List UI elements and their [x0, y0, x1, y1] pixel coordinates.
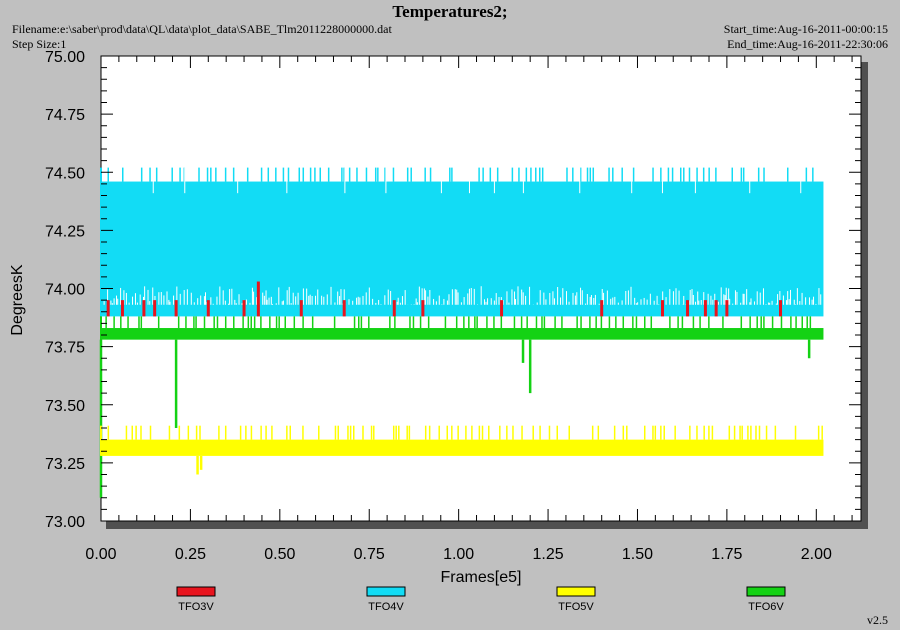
legend-swatch-tfo5v — [556, 586, 596, 597]
y-tick-label: 74.75 — [45, 107, 85, 124]
tfo4v-band — [101, 181, 824, 317]
legend-swatch-tfo3v — [176, 586, 216, 597]
x-tick-label: 2.00 — [801, 546, 832, 563]
filename-label: Filename:e:\saber\prod\data\QL\data\plot… — [12, 22, 392, 36]
x-tick-label: 1.75 — [711, 546, 742, 563]
legend: TFO3V TFO4V TFO5V TFO6V — [176, 586, 786, 613]
x-tick-label: 1.00 — [443, 546, 474, 563]
version-label: v2.5 — [867, 613, 888, 627]
y-tick-label: 73.25 — [45, 456, 85, 473]
legend-label-tfo4v: TFO4V — [368, 601, 404, 613]
y-tick-label: 74.25 — [45, 223, 85, 240]
x-tick-label: 0.00 — [85, 546, 116, 563]
legend-label-tfo6v: TFO6V — [748, 601, 784, 613]
step-size-label: Step Size:1 — [12, 37, 67, 51]
legend-swatch-tfo6v — [746, 586, 786, 597]
y-tick-label: 73.75 — [45, 340, 85, 357]
y-tick-label: 74.50 — [45, 165, 85, 182]
y-tick-label: 73.50 — [45, 398, 85, 415]
y-axis-title: DegreesK — [9, 264, 26, 335]
y-tick-label: 73.00 — [45, 514, 85, 531]
x-tick-label: 1.50 — [622, 546, 653, 563]
y-tick-label: 74.00 — [45, 282, 85, 299]
series-layer — [99, 167, 824, 498]
start-time-label: Start_time:Aug-16-2011-00:00:15 — [723, 22, 888, 36]
x-tick-label: 0.25 — [175, 546, 206, 563]
y-tick-label: 75.00 — [45, 49, 85, 66]
x-axis-title: Frames[e5] — [441, 569, 522, 586]
tfo5v-band — [101, 439, 824, 456]
chart-title: Temperatures2; — [392, 2, 508, 21]
axes-layer: 73.00 73.25 73.50 73.75 74.00 74.25 74.50 74.75… — [45, 49, 861, 563]
x-tick-label: 0.75 — [354, 546, 385, 563]
x-tick-label: 0.50 — [264, 546, 295, 563]
legend-label-tfo3v: TFO3V — [178, 601, 214, 613]
legend-swatch-tfo4v — [366, 586, 406, 597]
x-tick-label: 1.25 — [532, 546, 563, 563]
end-time-label: End_time:Aug-16-2011-22:30:06 — [727, 37, 888, 51]
legend-label-tfo5v: TFO5V — [558, 601, 594, 613]
tfo6v-band — [101, 328, 824, 340]
